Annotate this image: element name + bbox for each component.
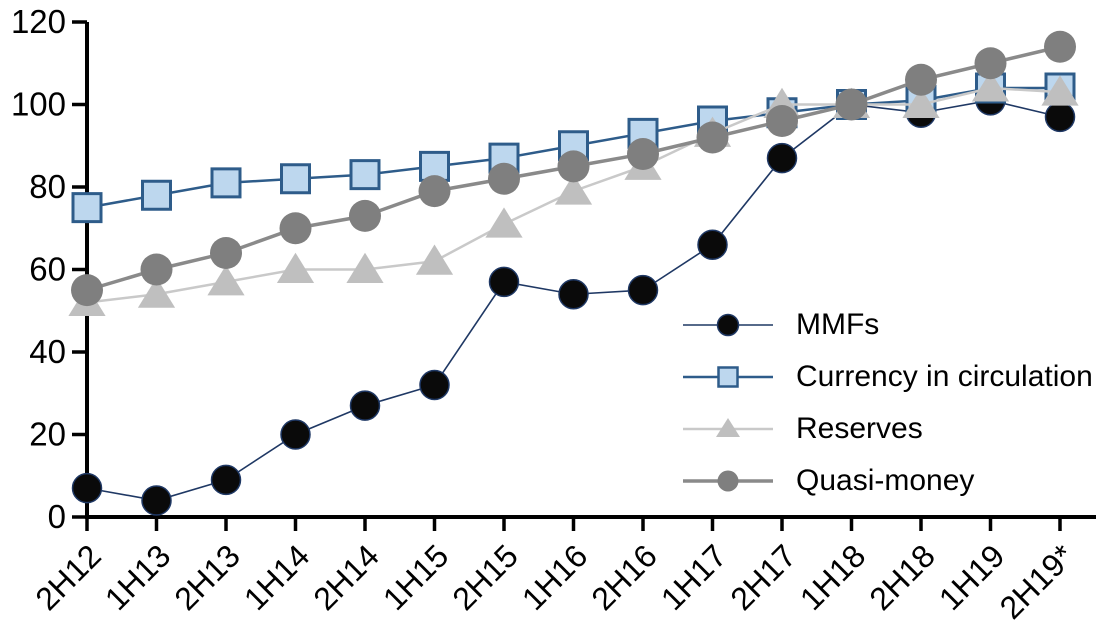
legend-label: Quasi-money xyxy=(796,464,975,497)
quasi-money-marker xyxy=(210,237,242,269)
x-tick-label: 2H18 xyxy=(862,537,942,617)
legend-item-quasi-money: Quasi-money xyxy=(683,455,1093,507)
mmfs-legend-marker-icon xyxy=(683,313,773,337)
quasi-money-marker xyxy=(627,138,659,170)
x-tick-label: 1H14 xyxy=(237,537,317,617)
quasi-money-marker xyxy=(71,274,103,307)
mmfs-marker xyxy=(141,485,172,516)
x-tick-label: 1H13 xyxy=(98,537,178,617)
y-tick-label: 120 xyxy=(11,3,66,40)
mmfs-marker xyxy=(558,279,589,310)
mmfs-marker xyxy=(349,390,381,421)
quasi-money-legend-marker-icon xyxy=(683,470,773,492)
x-tick-label: 2H15 xyxy=(445,537,525,617)
x-tick-label: 2H12 xyxy=(28,537,108,617)
currency-in-circulation-marker xyxy=(349,159,381,191)
reserves-marker xyxy=(346,252,384,283)
y-tick-label: 0 xyxy=(48,498,66,535)
currency-in-circulation-marker xyxy=(210,167,242,199)
quasi-money-marker xyxy=(1044,30,1076,63)
x-tick-label: 1H18 xyxy=(793,537,873,617)
quasi-money-marker xyxy=(696,121,729,154)
reserves-marker xyxy=(415,244,454,275)
legend-label: Currency in circulation xyxy=(796,360,1093,393)
x-tick-label: 2H14 xyxy=(306,537,386,617)
legend-label: MMFs xyxy=(796,308,880,341)
reserves-marker xyxy=(276,252,315,283)
legend-item-currency-in-circulation: Currency in circulation xyxy=(683,351,1093,403)
currency-in-circulation-legend-marker-icon xyxy=(683,366,773,388)
currency-in-circulation-marker xyxy=(71,192,103,224)
reserves-legend-marker-icon xyxy=(683,418,773,437)
y-tick-label: 60 xyxy=(29,251,66,288)
mmfs-marker xyxy=(697,229,728,260)
reserves-marker xyxy=(554,174,593,205)
x-tick-label: 1H17 xyxy=(654,537,734,617)
y-tick-label: 40 xyxy=(29,333,66,370)
mmfs-marker xyxy=(71,472,103,504)
legend-item-mmfs: MMFs xyxy=(683,299,1093,351)
quasi-money-marker xyxy=(766,105,798,137)
y-tick-label: 20 xyxy=(29,416,66,453)
reserves-marker xyxy=(137,277,176,308)
chart-legend: MMFs Currency in circulation Reserves Qu… xyxy=(683,299,1093,507)
x-tick-label: 2H17 xyxy=(723,537,803,617)
quasi-money-marker xyxy=(974,47,1007,80)
quasi-money-marker xyxy=(349,199,381,232)
x-tick-label: 2H13 xyxy=(167,537,247,617)
mmfs-marker xyxy=(1044,101,1076,133)
currency-in-circulation-marker xyxy=(280,163,311,195)
reserves-marker xyxy=(971,71,1010,102)
y-tick-label: 100 xyxy=(11,86,66,123)
quasi-money-marker xyxy=(418,175,451,208)
x-tick-label: 2H19* xyxy=(993,537,1081,625)
mmfs-marker xyxy=(627,274,659,306)
mmfs-marker xyxy=(210,464,242,496)
quasi-money-marker xyxy=(905,63,937,96)
quasi-money-marker xyxy=(140,253,173,286)
quasi-money-marker xyxy=(557,150,590,183)
reserves-marker xyxy=(207,265,245,296)
y-tick-label: 80 xyxy=(29,168,66,205)
mmfs-marker xyxy=(766,142,798,174)
reserves-marker xyxy=(902,87,940,118)
mmfs-marker xyxy=(488,266,520,298)
mmfs-marker xyxy=(419,369,450,401)
reserves-marker xyxy=(485,207,523,238)
x-tick-label: 2H16 xyxy=(584,537,664,617)
x-tick-label: 1H15 xyxy=(376,537,456,617)
legend-label: Reserves xyxy=(796,412,923,445)
quasi-money-marker xyxy=(835,88,868,121)
quasi-money-marker xyxy=(279,212,312,245)
currency-in-circulation-marker xyxy=(141,179,172,211)
reserves-marker xyxy=(1041,75,1079,106)
x-tick-label: 1H16 xyxy=(515,537,595,617)
mmfs-marker xyxy=(280,419,311,450)
legend-item-reserves: Reserves xyxy=(683,403,1093,455)
quasi-money-marker xyxy=(488,162,520,195)
